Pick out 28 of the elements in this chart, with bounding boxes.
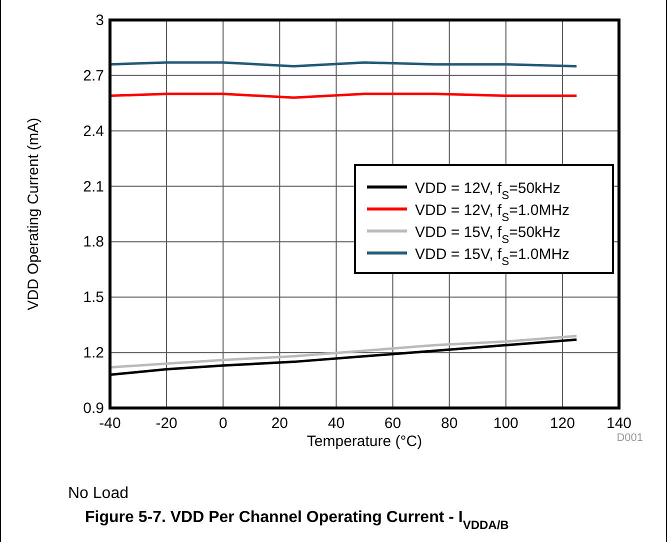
y-tick-label: 1.8 xyxy=(83,234,104,251)
x-tick-label: 60 xyxy=(384,415,402,432)
y-tick-label: 0.9 xyxy=(83,400,104,417)
y-tick-label: 2.4 xyxy=(83,122,104,140)
x-tick-label: -40 xyxy=(99,415,121,432)
y-tick-label: 1.2 xyxy=(83,344,104,362)
x-tick-label: 40 xyxy=(328,415,345,432)
y-tick-label: 1.5 xyxy=(83,289,104,306)
y-tick-label: 2.7 xyxy=(83,67,104,84)
y-axis-title: VDD Operating Current (mA) xyxy=(25,118,42,310)
x-tick-label: 80 xyxy=(440,415,458,432)
x-tick-label: 100 xyxy=(493,415,518,432)
text: D001 xyxy=(616,432,643,444)
text: No Load xyxy=(68,485,128,502)
x-tick-label: 120 xyxy=(550,415,575,432)
legend-label: VDD = 12V, f$_{S}$=50kHz xyxy=(415,180,560,202)
legend-label: VDD = 15V, f$_{S}$=50kHz xyxy=(415,224,560,246)
legend-label: VDD = 12V, f$_{S}$=1.0MHz xyxy=(415,202,570,224)
x-tick-label: 0 xyxy=(218,415,228,432)
line-series xyxy=(108,334,578,369)
x-axis-title: Temperature (°C) xyxy=(306,433,422,450)
y-tick-label: 2.1 xyxy=(83,178,104,196)
x-tick-label: -20 xyxy=(156,415,178,432)
x-tick-label: 140 xyxy=(606,415,632,432)
legend-label: VDD = 15V, f$_{S}$=1.0MHz xyxy=(415,246,570,268)
x-tick-label: 20 xyxy=(271,415,288,432)
text: Figure 5-7. VDD Per Channel Operating Current - I$_{VDDA/B}$ xyxy=(85,509,510,532)
y-tick-label: 3 xyxy=(96,12,104,29)
